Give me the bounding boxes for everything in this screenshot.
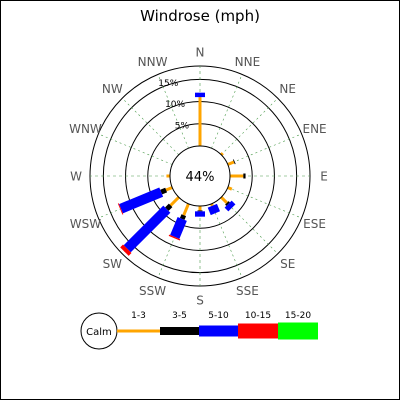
bar-wsw-3-5 [160, 187, 168, 195]
radial-tick-2: 10% [165, 100, 185, 110]
bar-sw-3-5 [165, 203, 173, 211]
bar-s-1-3 [198, 206, 202, 211]
bar-ene-3-5 [232, 159, 236, 165]
bar-s-3-5 [197, 210, 203, 212]
bar-sse-5-10 [207, 203, 221, 216]
direction-label-ne: NE [279, 82, 296, 96]
bar-se-5-10 [224, 200, 236, 212]
bar-ssw-10-15 [168, 234, 181, 241]
bar-w-1-3 [166, 174, 170, 178]
bar-ene-1-3 [227, 160, 235, 166]
direction-label-ene: ENE [302, 122, 326, 136]
spoke-ssw [157, 203, 189, 278]
legend-swatch-15-20 [278, 322, 318, 340]
direction-label-ssw: SSW [139, 284, 166, 298]
legend-calm-label: Calm [86, 327, 112, 338]
legend-label-10-15: 10-15 [245, 311, 271, 321]
radial-tick-1: 5% [175, 121, 190, 131]
spoke-ene [227, 133, 302, 165]
bar-e-1-3 [230, 174, 244, 178]
legend-label-15-20: 15-20 [285, 311, 311, 321]
direction-label-nne: NNE [235, 55, 261, 69]
legend: Calm 1-3 3-5 5-10 10-15 15-20 [80, 311, 318, 350]
radial-tick-3: 15% [158, 79, 178, 89]
direction-label-sw: SW [103, 257, 123, 271]
calm-value: 44% [186, 170, 215, 185]
spoke-nnw [157, 74, 189, 149]
legend-label-5-10: 5-10 [208, 311, 229, 321]
direction-label-sse: SSE [236, 284, 259, 298]
legend-swatch-3-5 [160, 327, 199, 335]
legend-swatch-1-3 [117, 329, 160, 333]
direction-label-wsw: WSW [70, 217, 101, 231]
direction-labels: N NNE NE ENE E ESE SE SSE S SSW SW WSW W WNW NW NNW [69, 46, 328, 308]
bar-ssw-1-3 [182, 203, 190, 216]
direction-label-e: E [320, 170, 328, 184]
radial-tick-labels: 5% 10% 15% [158, 79, 189, 131]
direction-label-nnw: NNW [138, 55, 168, 69]
bar-ne-1-3 [220, 152, 224, 156]
spoke-ese [227, 187, 302, 219]
direction-label-nw: NW [102, 82, 123, 96]
bar-e-3-5 [243, 173, 246, 179]
spoke-wnw [98, 133, 173, 165]
spoke-ne [221, 98, 278, 155]
direction-label-w: W [70, 170, 82, 184]
legend-label-1-3: 1-3 [131, 311, 146, 321]
bar-ese-1-3 [227, 186, 233, 191]
direction-label-ese: ESE [303, 217, 326, 231]
bar-ssw-5-10 [170, 217, 187, 239]
bar-wsw-1-3 [165, 186, 173, 192]
bar-sw-10-15 [120, 244, 132, 256]
bar-wsw-5-10 [119, 187, 164, 214]
bar-ssw-3-5 [179, 214, 187, 220]
spoke-nw [122, 98, 179, 155]
chart-title: Windrose (mph) [140, 7, 260, 25]
spoke-nne [211, 74, 243, 149]
legend-label-3-5: 3-5 [172, 311, 187, 321]
bar-sw-5-10 [123, 205, 171, 253]
direction-label-wnw: WNW [69, 122, 102, 136]
bar-wsw-10-15 [117, 203, 124, 215]
bar-s-5-10 [195, 211, 205, 217]
bar-se-3-5 [225, 201, 230, 206]
bar-n-1-3 [198, 97, 202, 146]
calm-circle [169, 145, 231, 207]
spoke-se [221, 197, 278, 254]
bar-n-5-10 [195, 92, 205, 98]
legend-swatch-10-15 [238, 323, 278, 339]
bar-se-1-3 [220, 196, 228, 204]
direction-label-s: S [196, 294, 204, 308]
bar-sw-1-3 [169, 196, 180, 207]
direction-label-se: SE [280, 257, 295, 271]
wind-bars [117, 92, 246, 256]
direction-label-n: N [196, 46, 205, 60]
legend-swatch-5-10 [199, 325, 238, 337]
spoke-sse [211, 203, 243, 278]
